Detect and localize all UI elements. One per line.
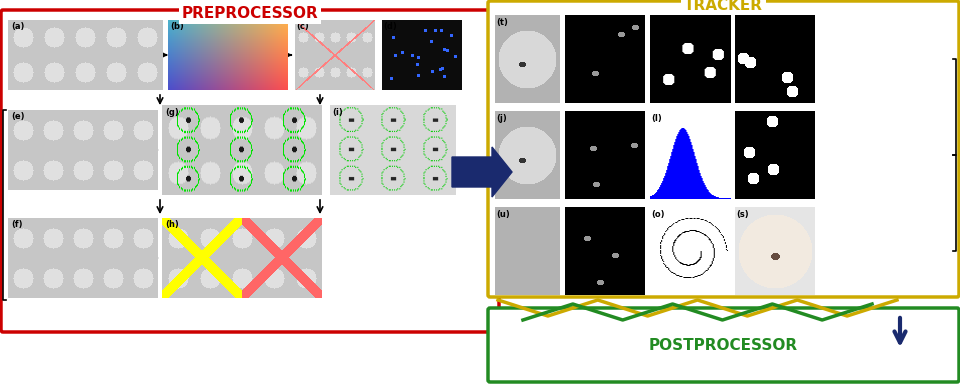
FancyBboxPatch shape bbox=[1, 10, 499, 332]
FancyArrow shape bbox=[452, 147, 512, 197]
Text: PREPROCESSOR: PREPROCESSOR bbox=[181, 7, 319, 21]
Text: TRACKER: TRACKER bbox=[684, 0, 763, 12]
Text: POSTPROCESSOR: POSTPROCESSOR bbox=[649, 338, 798, 353]
FancyBboxPatch shape bbox=[488, 308, 959, 382]
FancyBboxPatch shape bbox=[488, 1, 959, 297]
